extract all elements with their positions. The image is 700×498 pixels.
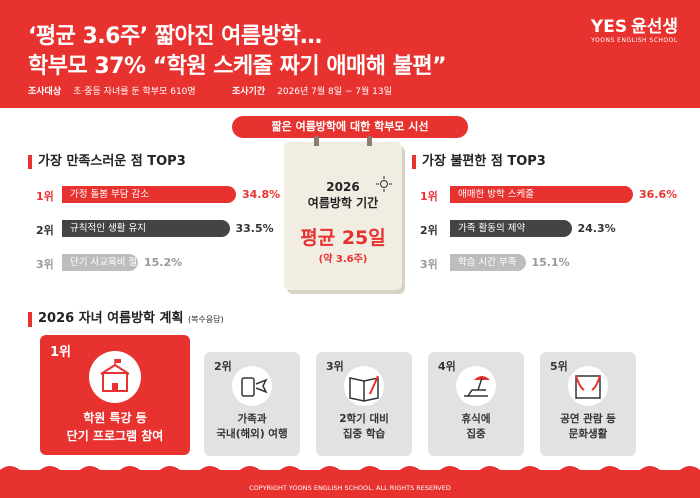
bar-label: 규칙적인 생활 유지 (70, 223, 146, 234)
title: ‘평균 3.6주’ 짧아진 여름방학… (28, 24, 322, 49)
icon (89, 351, 141, 403)
plan-label: 가족과 (237, 413, 267, 425)
logo-sub: YOONS ENGLISH SCHOOL (591, 37, 678, 44)
survey-period: 조사기간 2026년 7월 8일 ~ 7월 13일 (232, 84, 392, 97)
plans-heading: 2026 자녀 여름방학 계획 (38, 311, 184, 326)
bar: 애매한 방학 스케줄 (450, 186, 633, 203)
logo-mark: YES (590, 17, 628, 37)
rank: 3위 (420, 258, 438, 271)
plan-label: 공연 관람 등 (560, 413, 616, 425)
icon (568, 366, 608, 406)
section-heading: 2026 자녀 여름방학 계획 (복수응답) (28, 312, 224, 327)
logo-text: 윤선생 (631, 17, 678, 37)
label: 조사기간 (232, 87, 266, 97)
bar-label: 애매한 방학 스케줄 (458, 189, 534, 200)
rank: 3위 (36, 258, 54, 271)
logo: YES 윤선생 YOONS ENGLISH SCHOOL (591, 12, 678, 44)
rank: 2위 (420, 224, 438, 237)
label: 조사대상 (28, 87, 62, 97)
rank: 2위 (36, 224, 54, 237)
rank: 1위 (420, 190, 438, 203)
value-label: 15.2% (144, 256, 183, 269)
bar-label: 단기 사교육비 절감 (70, 257, 146, 268)
value: 2026년 7월 8일 ~ 7월 13일 (277, 87, 392, 97)
icon-graphic (575, 375, 601, 399)
section-heading: 가장 만족스러운 점 TOP3 (28, 155, 186, 169)
bar: 학습 시간 부족 (450, 254, 526, 271)
icon-graphic (349, 375, 379, 402)
plans-note: (복수응답) (187, 315, 224, 324)
bar: 단기 사교육비 절감 (62, 254, 146, 271)
icon-graphic (464, 376, 490, 397)
value-label: 15.1% (531, 256, 570, 269)
plan-rank: 4위 (438, 360, 456, 373)
calendar: 2026 여름방학 기간 평균 25일 (약 3.6주) (284, 136, 402, 290)
banner: 짧은 여름방학에 대한 학부모 시선 (232, 116, 468, 138)
icon-graphic (241, 377, 268, 397)
icon (232, 366, 272, 406)
plan-label: 문화생활 (568, 428, 608, 440)
average-weeks: (약 3.6주) (318, 254, 368, 265)
icon (456, 366, 496, 406)
average-days: 평균 25일 (300, 227, 386, 249)
calendar-rings (314, 136, 372, 146)
icon (344, 366, 384, 406)
bar-label: 가정 돌봄 부담 감소 (70, 189, 149, 200)
plan-label: 국내(해외) 여행 (216, 428, 288, 440)
bar: 가족 활동의 제약 (450, 220, 572, 237)
plan-label: 집중 (466, 428, 486, 440)
plan-label: 집중 학습 (342, 428, 386, 440)
plan-rank: 1위 (50, 345, 72, 360)
copyright: COPYRIGHT YOONS ENGLISH SCHOOL. ALL RIGH… (249, 484, 451, 492)
plan-label: 단기 프로그램 참여 (66, 429, 164, 443)
icon-graphic (100, 359, 130, 392)
value-label: 36.6% (639, 188, 678, 201)
section-heading: 가장 불편한 점 TOP3 (412, 155, 546, 169)
sun-icon (376, 176, 392, 192)
bar: 규칙적인 생활 유지 (62, 220, 230, 237)
title: 학부모 37% “학원 스케줄 짜기 애매해 불편” (28, 54, 447, 79)
value-label: 24.3% (577, 222, 616, 235)
footer-wave (0, 466, 700, 478)
bar: 가정 돌봄 부담 감소 (62, 186, 236, 203)
plan-label: 휴식에 (461, 413, 491, 425)
bar-label: 학습 시간 부족 (458, 257, 517, 268)
value-label: 33.5% (235, 222, 274, 235)
calendar-line: 여름방학 기간 (307, 196, 379, 210)
value-label: 34.8% (242, 188, 281, 201)
plan-label: 학원 특강 등 (83, 411, 147, 425)
plan-label: 2학기 대비 (339, 413, 389, 425)
plan-rank: 5위 (550, 360, 568, 373)
survey-target: 조사대상 초·중등 자녀를 둔 학부모 610명 (28, 84, 196, 97)
plan-rank: 3위 (326, 360, 344, 373)
bar-label: 가족 활동의 제약 (458, 223, 526, 234)
calendar-line: 2026 (326, 180, 360, 194)
rank: 1위 (36, 190, 54, 203)
value: 초·중등 자녀를 둔 학부모 610명 (73, 87, 196, 97)
plan-rank: 2위 (214, 360, 232, 373)
